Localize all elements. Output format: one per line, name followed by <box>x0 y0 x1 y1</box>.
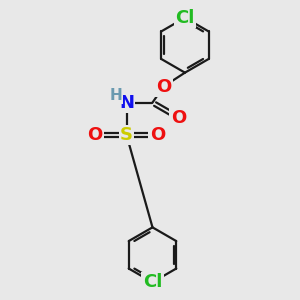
Text: N: N <box>119 94 134 112</box>
Text: S: S <box>120 126 133 144</box>
Text: O: O <box>88 126 103 144</box>
Text: O: O <box>156 78 171 96</box>
Text: Cl: Cl <box>175 9 195 27</box>
Text: H: H <box>109 88 122 103</box>
Text: O: O <box>150 126 165 144</box>
Text: Cl: Cl <box>143 273 162 291</box>
Text: O: O <box>171 109 186 127</box>
